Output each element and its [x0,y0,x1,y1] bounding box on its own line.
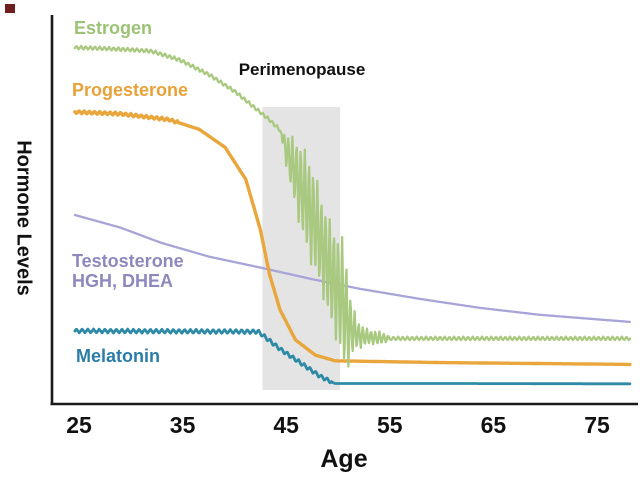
testosterone-label-line2: HGH, DHEA [72,271,174,292]
hormone-curves [73,44,632,386]
x-tick-label: 75 [584,412,610,438]
x-tick-label: 25 [66,412,92,438]
progesterone-label: Progesterone [72,80,189,100]
red-square-marker [5,4,15,13]
estrogen-label: Estrogen [74,18,153,38]
x-tick-label: 45 [273,412,299,438]
y-axis-title: Hormone Levels [12,140,35,296]
melatonin-label: Melatonin [76,346,160,366]
x-axis-title: Age [320,445,368,473]
testosterone-label-line1: Testosterone [72,251,184,271]
testosterone-label: Testosterone HGH, DHEA [72,251,184,291]
axes [50,15,638,406]
x-tick-label: 55 [377,412,403,438]
perimenopause-label: Perimenopause [238,60,366,79]
x-tick-label: 35 [169,412,196,438]
x-tick-label: 65 [480,412,507,438]
